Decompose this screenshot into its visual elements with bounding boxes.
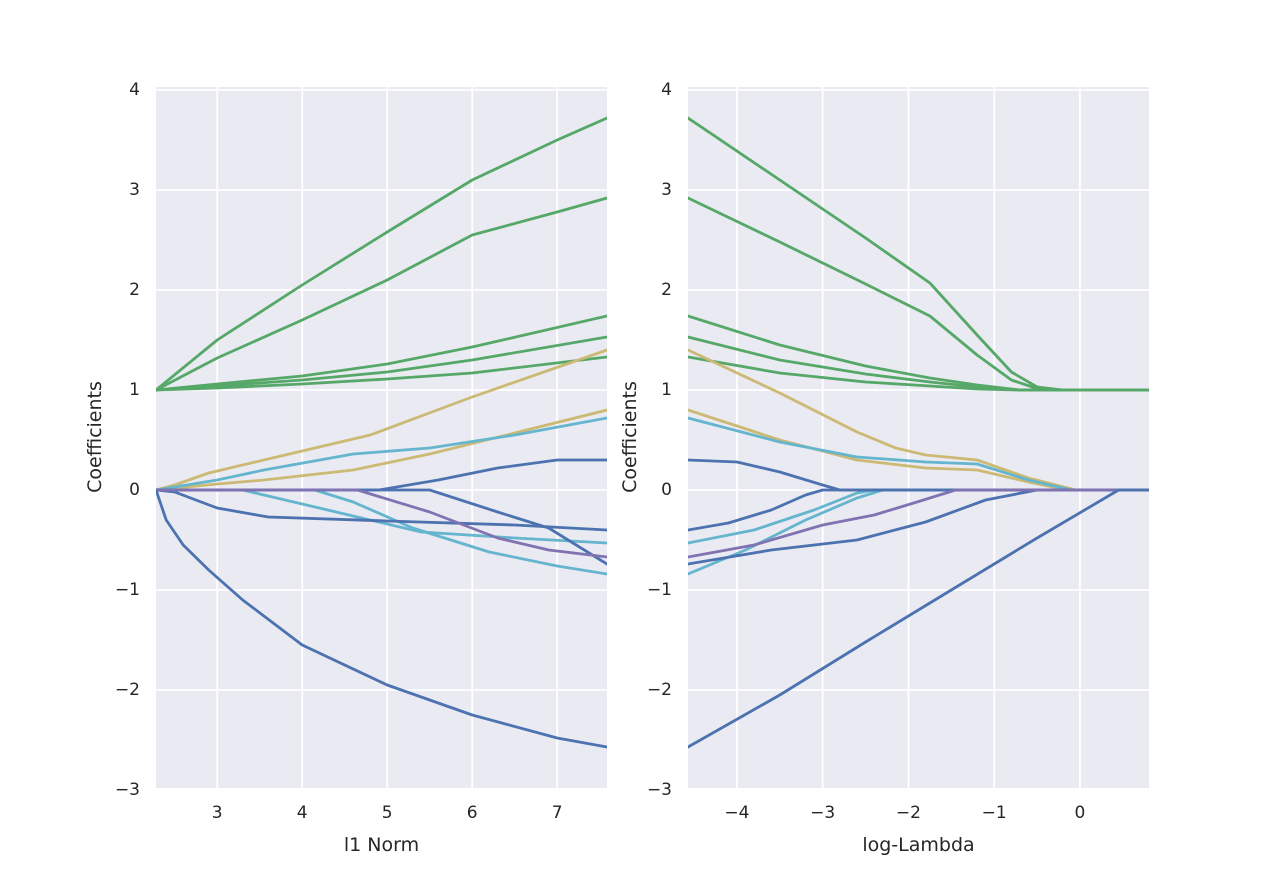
y-tick-label: −1 <box>114 580 140 600</box>
y-tick-label: −3 <box>114 780 140 800</box>
plot-background <box>156 87 607 788</box>
series-path-coef-purple-1 <box>688 488 1149 559</box>
y-tick-label: −2 <box>646 680 672 700</box>
y-tick-label: 3 <box>129 180 140 200</box>
y-tick-label: 1 <box>129 380 140 400</box>
series-path-coef-green-4 <box>156 335 607 392</box>
y-tick-label: 2 <box>129 280 140 300</box>
series-path-coef-blue-big <box>156 488 607 749</box>
y-tick-label: −1 <box>646 580 672 600</box>
series-path-coef-cyan-1 <box>688 416 1149 492</box>
series-path-coef-green-5 <box>156 355 607 392</box>
x-tick-label: 5 <box>381 803 393 823</box>
x-tick-label: −3 <box>810 803 836 823</box>
right-x-axis-label: log-Lambda <box>862 834 975 856</box>
series-path-coef-blue-shallow <box>688 488 1149 532</box>
series-path-coef-green-1 <box>156 116 607 392</box>
series-path-coef-blue-shallow <box>156 488 607 532</box>
y-tick-label: 0 <box>129 480 140 500</box>
right-plot-panel <box>688 87 1149 788</box>
series-path-coef-green-2 <box>688 196 1149 392</box>
y-tick-label: −3 <box>646 780 672 800</box>
series-path-coef-gold-1 <box>156 348 607 492</box>
series-path-coef-green-2 <box>156 196 607 392</box>
plot-area <box>688 87 1149 788</box>
x-tick-label: 3 <box>211 803 223 823</box>
x-tick-label: −2 <box>895 803 921 823</box>
y-tick-label: 0 <box>661 480 672 500</box>
y-tick-label: 4 <box>661 80 672 100</box>
x-tick-label: 7 <box>551 803 563 823</box>
left-plot-panel <box>156 87 607 788</box>
series-path-coef-green-3 <box>156 314 607 392</box>
x-tick-label: 4 <box>296 803 308 823</box>
x-tick-label: 0 <box>1074 803 1086 823</box>
series-path-coef-green-5 <box>688 355 1149 392</box>
y-tick-label: 1 <box>661 380 672 400</box>
series-path-coef-purple-1 <box>156 488 607 559</box>
y-tick-label: 2 <box>661 280 672 300</box>
x-tick-label: −1 <box>981 803 1007 823</box>
y-tick-label: 3 <box>661 180 672 200</box>
series-path-coef-cyan-1 <box>156 416 607 492</box>
y-tick-label: −2 <box>114 680 140 700</box>
y-tick-label: 4 <box>129 80 140 100</box>
x-tick-label: 6 <box>466 803 478 823</box>
x-tick-label: −4 <box>724 803 750 823</box>
series-path-coef-blue-big <box>688 488 1149 749</box>
plot-area <box>156 87 607 788</box>
left-x-axis-label: l1 Norm <box>343 834 420 856</box>
series-path-coef-gold-2 <box>156 408 607 492</box>
